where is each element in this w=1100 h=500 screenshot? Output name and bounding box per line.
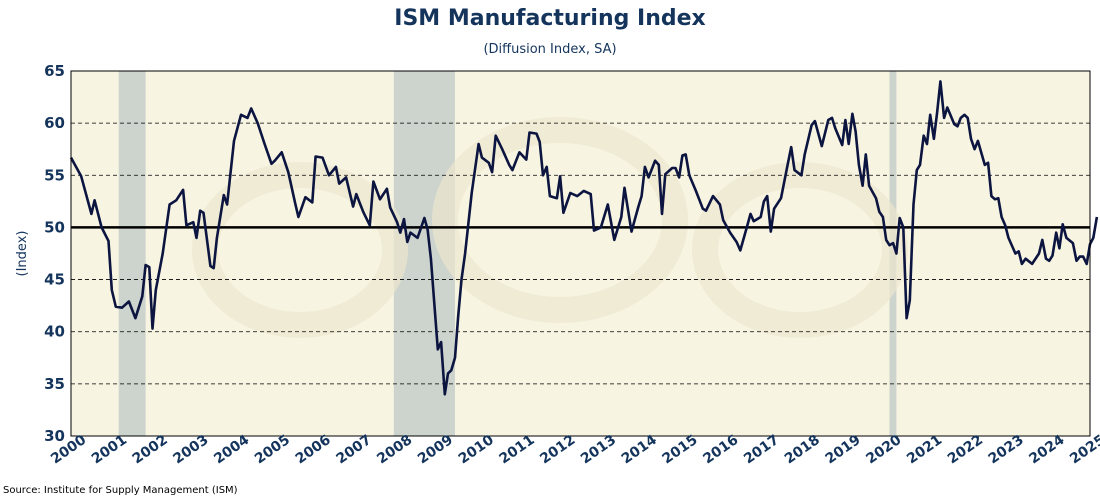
x-tick-2016: 2016 bbox=[700, 432, 741, 467]
x-tick-2006: 2006 bbox=[293, 432, 334, 467]
y-tick-55: 55 bbox=[44, 166, 65, 184]
recession-band-0 bbox=[118, 71, 146, 436]
y-tick-45: 45 bbox=[44, 271, 65, 289]
watermark-shape-1 bbox=[432, 117, 688, 323]
x-tick-2015: 2015 bbox=[660, 432, 701, 467]
x-tick-2005: 2005 bbox=[252, 432, 293, 467]
x-tick-2012: 2012 bbox=[537, 432, 578, 467]
y-tick-65: 65 bbox=[44, 62, 65, 80]
source-note: Source: Institute for Supply Management … bbox=[3, 485, 238, 496]
x-tick-2023: 2023 bbox=[986, 432, 1027, 467]
y-axis-label: (Index) bbox=[15, 231, 30, 277]
x-tick-2013: 2013 bbox=[578, 432, 619, 467]
x-tick-2024: 2024 bbox=[1026, 432, 1067, 468]
x-tick-2018: 2018 bbox=[782, 432, 823, 467]
x-tick-2014: 2014 bbox=[619, 432, 660, 468]
plot-border bbox=[70, 70, 1091, 437]
x-tick-2003: 2003 bbox=[170, 432, 211, 467]
gridlines bbox=[71, 122, 1090, 385]
series-line bbox=[69, 80, 1099, 396]
x-tick-2008: 2008 bbox=[374, 432, 415, 467]
x-tick-2007: 2007 bbox=[333, 432, 374, 467]
x-tick-2001: 2001 bbox=[89, 432, 130, 467]
x-tick-2010: 2010 bbox=[456, 432, 497, 468]
y-tick-30: 30 bbox=[44, 427, 65, 445]
x-tick-2009: 2009 bbox=[415, 432, 456, 467]
y-tick-35: 35 bbox=[44, 375, 65, 393]
x-tick-2020: 2020 bbox=[863, 432, 904, 468]
x-tick-2022: 2022 bbox=[945, 432, 986, 467]
x-tick-2011: 2011 bbox=[497, 432, 538, 467]
x-tick-2017: 2017 bbox=[741, 432, 782, 467]
y-tick-60: 60 bbox=[44, 114, 65, 132]
x-tick-2025: 2025 bbox=[1067, 432, 1100, 467]
chart-title: ISM Manufacturing Index bbox=[394, 6, 706, 31]
y-axis-ticks: 30 35 40 45 50 55 60 65 bbox=[44, 62, 65, 445]
y-tick-50: 50 bbox=[44, 218, 65, 236]
x-tick-2019: 2019 bbox=[823, 432, 864, 467]
chart-subtitle: (Diffusion Index, SA) bbox=[483, 42, 617, 57]
y-tick-40: 40 bbox=[44, 323, 65, 341]
x-tick-2021: 2021 bbox=[904, 432, 945, 467]
x-tick-2004: 2004 bbox=[211, 432, 252, 468]
x-tick-2002: 2002 bbox=[130, 432, 171, 467]
x-axis-ticks: 2000 2001 2002 2003 2004 2005 2006 2007 2008 2009… bbox=[48, 432, 1100, 468]
watermark-shape-0 bbox=[192, 162, 408, 338]
